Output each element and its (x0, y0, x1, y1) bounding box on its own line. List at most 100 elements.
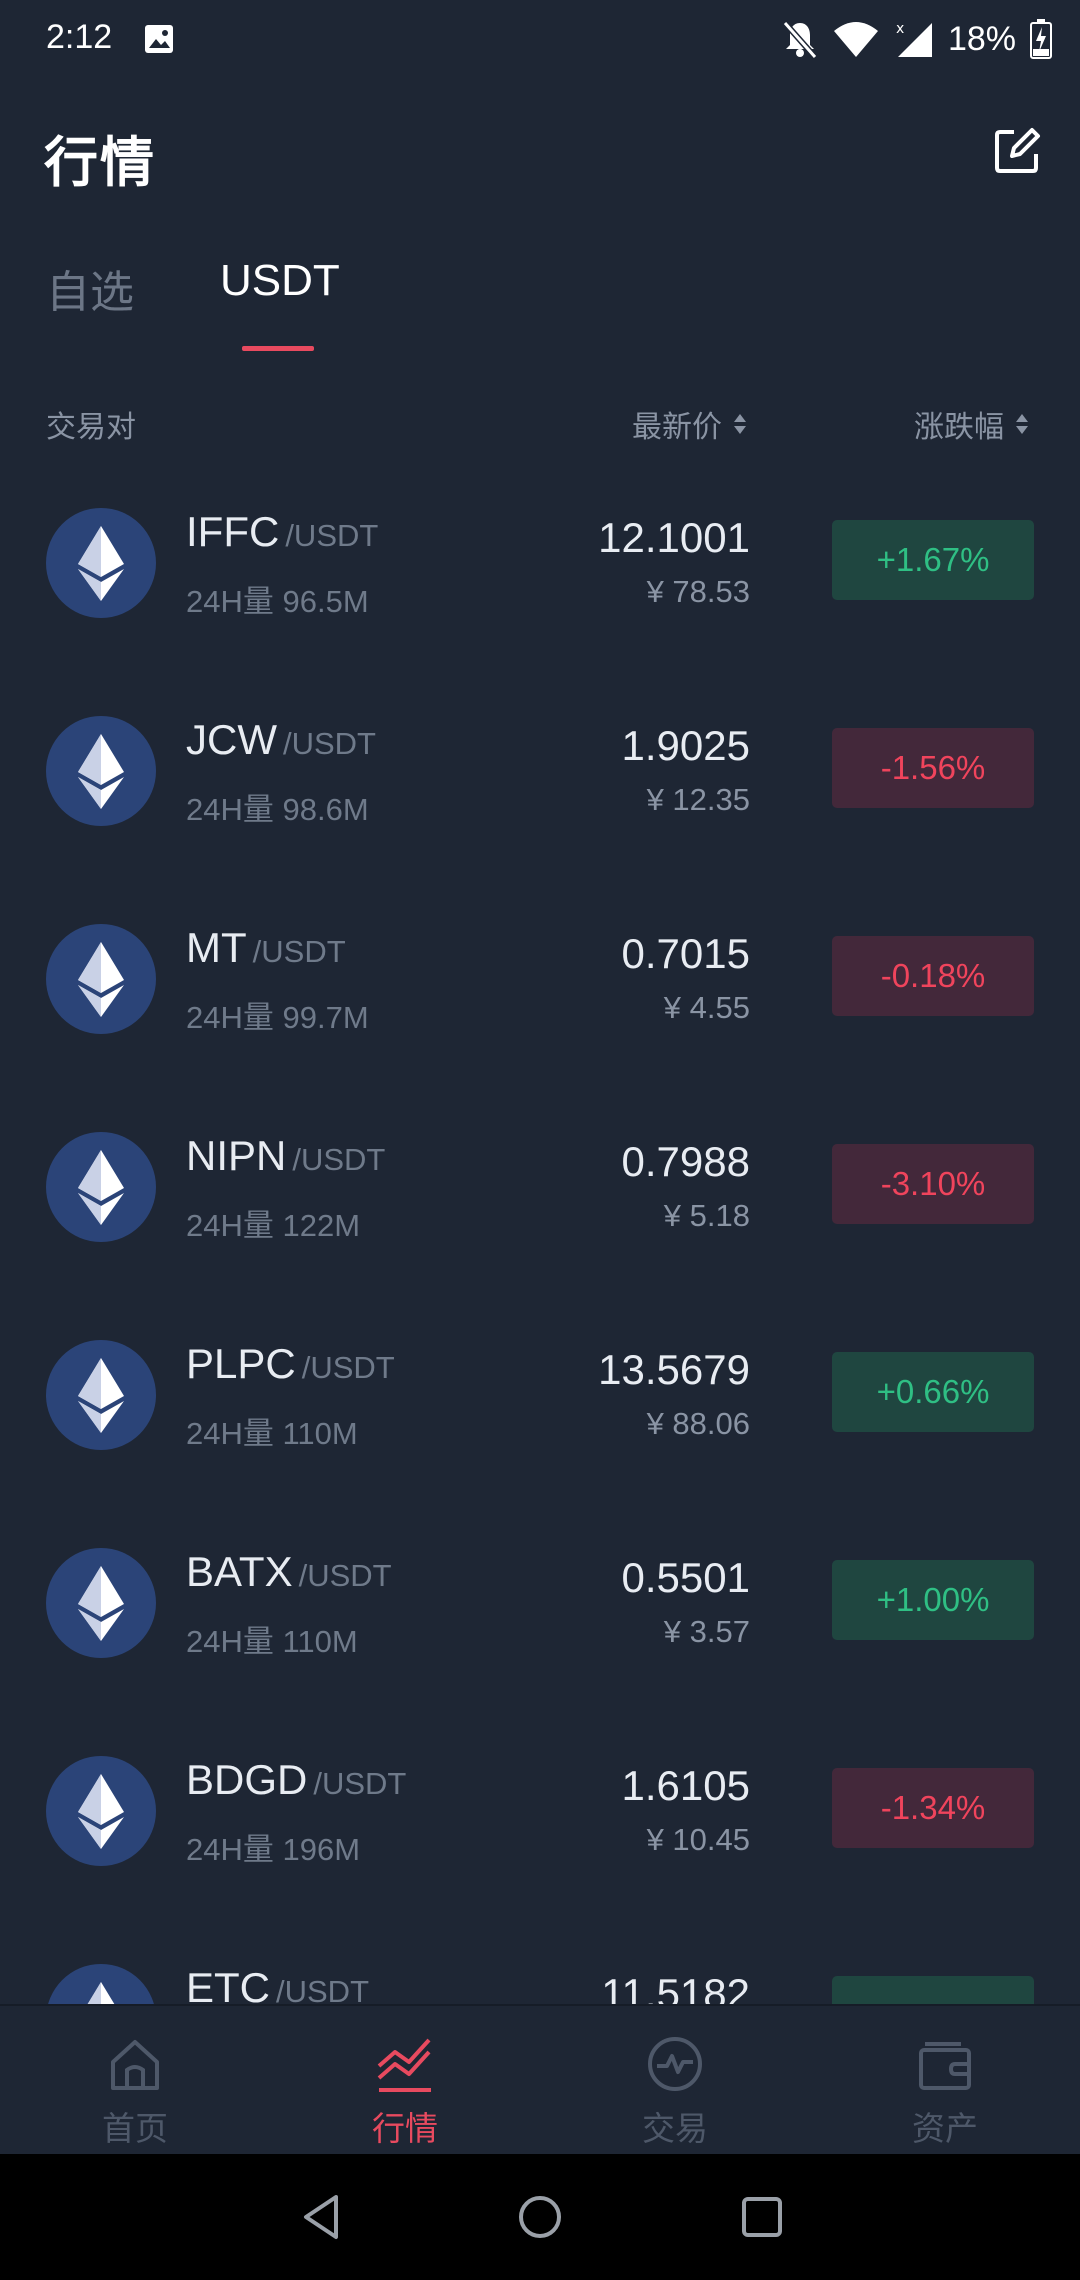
last-price: 12.1001 (598, 514, 750, 561)
system-navigation-bar (0, 2154, 1080, 2280)
back-icon[interactable] (294, 2189, 350, 2245)
nav-assets-label: 资产 (912, 2110, 978, 2147)
pair-name: IFFC/USDT (186, 508, 378, 556)
price-cny: ¥ 12.35 (646, 782, 750, 817)
battery-charging-icon (1030, 19, 1052, 59)
quote-symbol: /USDT (301, 1350, 395, 1385)
change-badge[interactable]: -1.56% (832, 728, 1034, 808)
ethereum-coin-icon (46, 1340, 156, 1450)
column-pair-label: 交易对 (46, 411, 136, 444)
pair-name: BDGD/USDT (186, 1756, 406, 1804)
pair-name: PLPC/USDT (186, 1340, 395, 1388)
ethereum-coin-icon (46, 508, 156, 618)
volume-24h: 24H量 96.5M (186, 584, 369, 619)
nav-trade-label: 交易 (642, 2110, 708, 2147)
change-badge[interactable]: +0.66% (832, 1352, 1034, 1432)
volume-24h: 24H量 110M (186, 1416, 358, 1451)
market-row[interactable]: PLPC/USDT 24H量 110M 13.5679 ¥ 88.06 +0.6… (0, 1320, 1080, 1528)
last-price: 0.5501 (621, 1554, 750, 1601)
nav-trade[interactable]: 交易 (540, 2006, 810, 2156)
nav-home-label: 首页 (102, 2110, 168, 2147)
market-row[interactable]: NIPN/USDT 24H量 122M 0.7988 ¥ 5.18 -3.10% (0, 1112, 1080, 1320)
volume-24h: 24H量 99.7M (186, 1000, 369, 1035)
nav-market[interactable]: 行情 (270, 2006, 540, 2156)
cellular-signal-icon: x (896, 21, 932, 57)
change-badge[interactable]: -3.10% (832, 1144, 1034, 1224)
base-symbol: PLPC (186, 1340, 296, 1387)
base-symbol: JCW (186, 716, 277, 763)
status-time: 2:12 (46, 18, 113, 56)
pair-name: ETC/USDT (186, 1964, 369, 2004)
price-cny: ¥ 4.55 (663, 990, 750, 1025)
quote-symbol: /USDT (282, 726, 376, 761)
battery-percent: 18% (947, 19, 1016, 58)
wallet-icon (919, 2042, 971, 2090)
price-cny: ¥ 3.57 (663, 1614, 750, 1649)
bottom-navigation: 首页 行情 交易 资产 (0, 2004, 1080, 2156)
volume-24h: 24H量 98.6M (186, 792, 369, 827)
last-price: 13.5679 (598, 1346, 750, 1393)
ethereum-coin-icon (48, 1964, 154, 2004)
column-header-change[interactable]: 涨跌幅 (914, 402, 1030, 446)
column-price-label: 最新价 (632, 411, 722, 444)
market-row[interactable]: JCW/USDT 24H量 98.6M 1.9025 ¥ 12.35 -1.56… (0, 696, 1080, 904)
market-list: IFFC/USDT 24H量 96.5M 12.1001 ¥ 78.53 +1.… (0, 488, 1080, 2004)
gallery-notification-icon (145, 25, 173, 53)
column-header-pair: 交易对 (46, 402, 136, 446)
quote-symbol: /USDT (292, 1142, 386, 1177)
change-badge[interactable] (832, 1976, 1034, 2004)
column-change-label: 涨跌幅 (914, 411, 1004, 444)
change-badge[interactable]: +1.00% (832, 1560, 1034, 1640)
edit-icon[interactable] (992, 126, 1042, 176)
last-price: 11.5182 (601, 1970, 750, 2004)
change-badge[interactable]: -1.34% (832, 1768, 1034, 1848)
status-bar: 2:12 x 18% (0, 0, 1080, 80)
base-symbol: ETC (186, 1964, 270, 2004)
sort-icon (734, 414, 746, 434)
tab-favorites[interactable]: 自选 (46, 268, 134, 317)
volume-24h: 24H量 110M (186, 1624, 358, 1659)
recents-icon[interactable] (734, 2189, 790, 2245)
price-cny: ¥ 10.45 (646, 1822, 750, 1857)
ethereum-coin-icon (46, 924, 156, 1034)
ethereum-coin-icon (46, 1756, 156, 1866)
volume-24h: 24H量 196M (186, 1832, 361, 1867)
market-row[interactable]: MT/USDT 24H量 99.7M 0.7015 ¥ 4.55 -0.18% (0, 904, 1080, 1112)
quote-symbol: /USDT (276, 1974, 369, 2004)
last-price: 0.7015 (621, 930, 750, 977)
pair-name: NIPN/USDT (186, 1132, 385, 1180)
base-symbol: IFFC (186, 508, 280, 555)
pair-name: JCW/USDT (186, 716, 376, 764)
price-cny: ¥ 88.06 (646, 1406, 750, 1441)
quote-symbol: /USDT (313, 1766, 407, 1801)
nav-market-label: 行情 (372, 2110, 438, 2147)
change-badge[interactable]: +1.67% (832, 520, 1034, 600)
last-price: 0.7988 (621, 1138, 750, 1185)
ethereum-coin-icon (46, 716, 156, 826)
market-row[interactable]: BATX/USDT 24H量 110M 0.5501 ¥ 3.57 +1.00% (0, 1528, 1080, 1736)
last-price: 1.6105 (621, 1762, 750, 1809)
tab-usdt[interactable]: USDT (220, 256, 340, 305)
quote-symbol: /USDT (285, 518, 379, 553)
wifi-icon (833, 22, 878, 57)
nav-assets[interactable]: 资产 (810, 2006, 1080, 2156)
change-badge[interactable]: -0.18% (832, 936, 1034, 1016)
market-chart-icon (377, 2038, 431, 2092)
column-header-price[interactable]: 最新价 (632, 402, 748, 446)
home-icon (111, 2040, 159, 2090)
nav-home[interactable]: 首页 (0, 2006, 270, 2156)
svg-text:x: x (896, 21, 904, 37)
market-row[interactable]: BDGD/USDT 24H量 196M 1.6105 ¥ 10.45 -1.34… (0, 1736, 1080, 1944)
base-symbol: BDGD (186, 1756, 308, 1803)
market-row[interactable]: ETC/USDT 11.5182 (0, 1944, 1080, 2004)
last-price: 1.9025 (621, 722, 750, 769)
volume-24h: 24H量 122M (186, 1208, 361, 1243)
market-row[interactable]: IFFC/USDT 24H量 96.5M 12.1001 ¥ 78.53 +1.… (0, 488, 1080, 696)
price-cny: ¥ 5.18 (663, 1198, 750, 1233)
base-symbol: MT (186, 924, 247, 971)
ethereum-coin-icon (46, 1548, 156, 1658)
home-circle-icon[interactable] (512, 2189, 568, 2245)
notifications-off-icon (782, 21, 818, 59)
base-symbol: NIPN (186, 1132, 287, 1179)
sort-icon (1016, 414, 1028, 434)
